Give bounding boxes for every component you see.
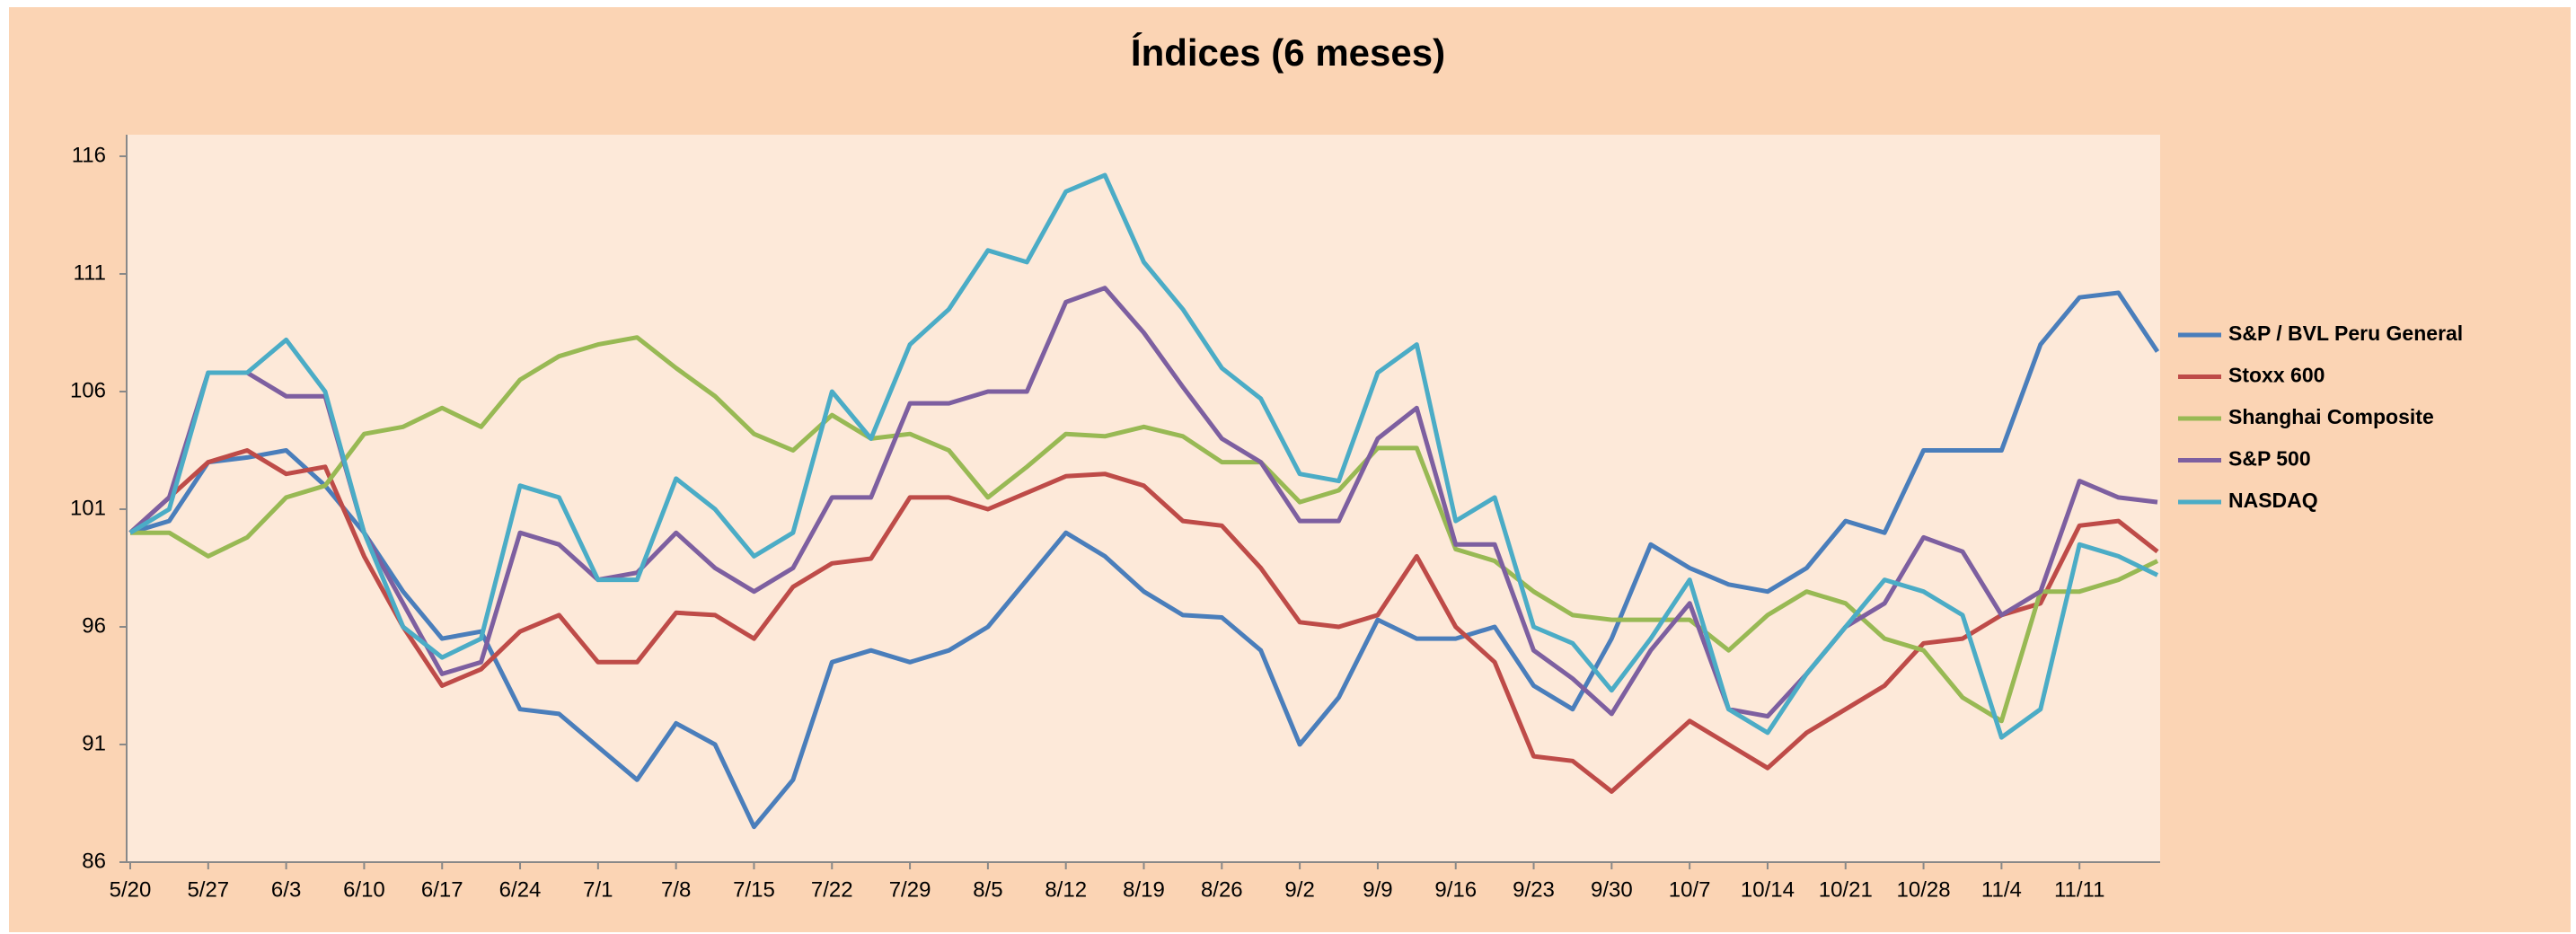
series-line [128,172,2159,740]
chart-title: Índices (6 meses) [1131,31,1445,74]
y-tick-label: 91 [82,731,106,755]
legend-label: S&P / BVL Peru General [2228,322,2463,345]
x-tick-label: 5/20 [110,877,152,902]
x-tick-label: 10/28 [1897,877,1951,902]
x-tick-label: 9/2 [1284,877,1314,902]
x-tick-label: 9/30 [1591,877,1633,902]
x-tick-label: 7/8 [661,877,691,902]
x-tick-label: 6/10 [343,877,385,902]
y-tick-label: 101 [70,496,106,520]
x-tick-label: 5/27 [187,877,229,902]
series-line [129,290,2160,830]
x-tick-label: 6/17 [421,877,463,902]
legend-label: Stoxx 600 [2228,364,2325,387]
x-tick-label: 10/14 [1741,877,1795,902]
x-tick-label: 10/21 [1819,877,1873,902]
x-tick-label: 10/7 [1669,877,1711,902]
x-tick-label: 9/9 [1363,877,1392,902]
x-tick-label: 7/15 [733,877,775,902]
x-tick-label: 7/29 [889,877,931,902]
series-line [128,448,2159,794]
x-tick-label: 7/1 [583,877,613,902]
y-tick-label: 106 [70,378,106,402]
y-tick-label: 86 [82,849,106,873]
x-tick-label: 8/12 [1045,877,1087,902]
x-tick-label: 11/11 [2054,877,2105,902]
x-tick-label: 8/26 [1201,877,1243,902]
y-tick-label: 96 [82,613,106,638]
y-tick-label: 111 [74,260,106,285]
x-tick-label: 6/3 [271,877,301,902]
x-tick-label: 9/23 [1513,877,1555,902]
x-tick-label: 7/22 [811,877,853,902]
x-tick-label: 9/16 [1434,877,1477,902]
series-line [130,335,2159,724]
legend-label: NASDAQ [2228,489,2318,512]
x-tick-label: 6/24 [499,877,542,902]
plot-area [127,135,2160,862]
x-tick-label: 11/4 [1981,877,2022,902]
legend-label: S&P 500 [2228,447,2311,471]
x-tick-label: 8/19 [1123,877,1165,902]
y-tick-label: 116 [72,143,106,167]
legend-label: Shanghai Composite [2228,405,2434,428]
x-tick-label: 8/5 [973,877,1002,902]
